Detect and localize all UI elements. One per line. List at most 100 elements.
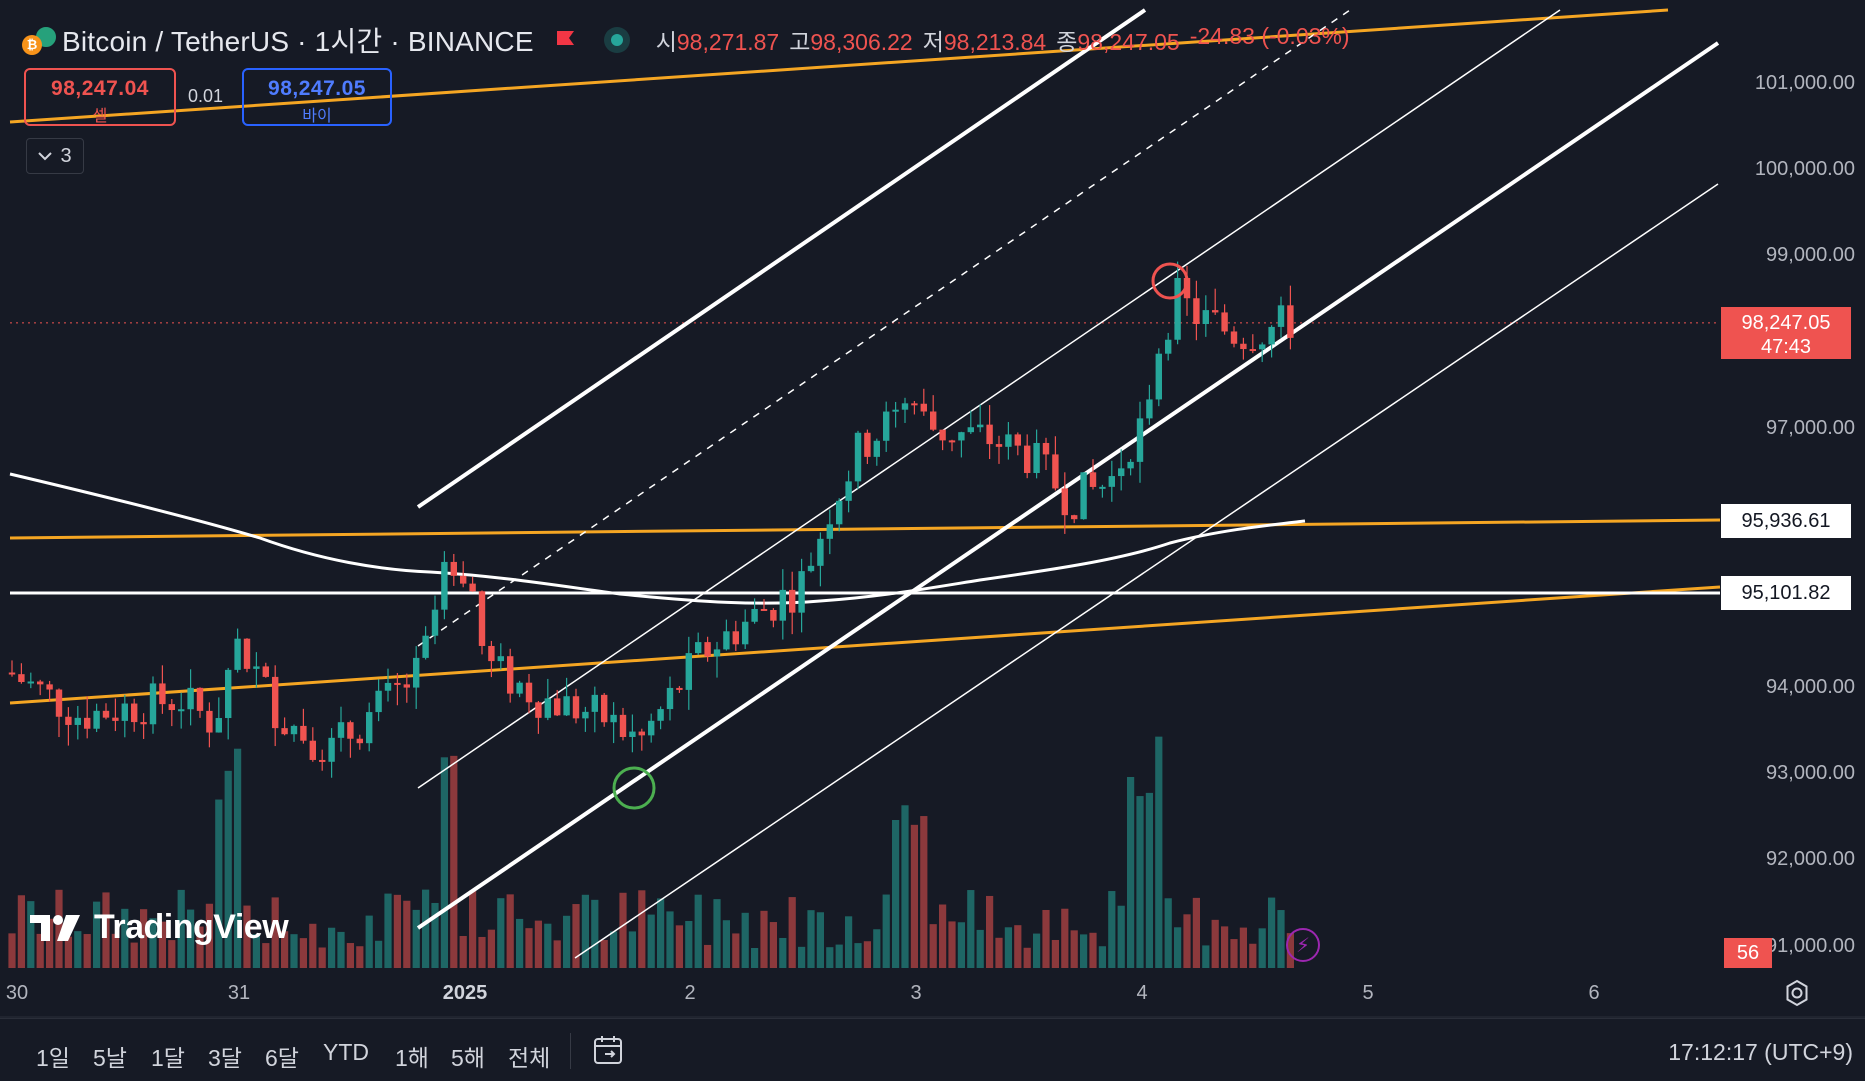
volume-bar (1164, 898, 1172, 968)
price-label: 94,000.00 (1766, 676, 1855, 698)
range-1m-button[interactable]: 1달 (151, 1045, 185, 1071)
volume-bar (130, 942, 138, 968)
open-value: 98,271.87 (676, 29, 780, 55)
candle-body (1221, 312, 1228, 332)
volume-bar (262, 943, 270, 968)
candle-body (1033, 442, 1040, 474)
candle-body (760, 608, 768, 611)
volume-bar (525, 928, 533, 968)
range-1y-button[interactable]: 1해 (395, 1045, 429, 1071)
volume-bar (638, 890, 646, 968)
candle-body (394, 682, 401, 685)
candle-body (413, 657, 420, 688)
candle-body (309, 740, 316, 760)
channel-upper-line (416, 8, 1147, 509)
candle-body (262, 666, 269, 677)
volume-bar (506, 894, 514, 968)
volume-bar (356, 946, 364, 968)
volume-bar (215, 799, 223, 968)
candle-body (102, 710, 110, 718)
settings-gear-icon[interactable] (1782, 978, 1812, 1008)
candle-body (507, 656, 514, 694)
volume-bar (1051, 939, 1059, 968)
candle-body (1042, 442, 1050, 455)
volume-bar (337, 931, 345, 968)
candle-body (572, 696, 580, 719)
range-6m-button[interactable]: 6달 (265, 1045, 299, 1071)
clock-timezone[interactable]: 17:12:17 (UTC+9) (1668, 1039, 1853, 1065)
candle-body (807, 565, 815, 572)
volume-bar (807, 910, 815, 968)
volume-bar (976, 929, 984, 968)
candle-body (1202, 310, 1209, 325)
volume-bar (685, 921, 693, 968)
range-1d-button[interactable]: 1일 (36, 1045, 70, 1071)
volume-bar (1089, 932, 1097, 968)
range-ytd-button[interactable]: YTD (323, 1039, 369, 1065)
goto-date-calendar-icon[interactable] (592, 1033, 626, 1067)
volume-bar (826, 947, 834, 968)
flag-icon[interactable] (554, 29, 576, 51)
candle-body (1268, 326, 1275, 345)
candle-body (422, 635, 429, 658)
ohlc-values: 시98,271.87 고98,306.22 저98,213.84 종98,247… (656, 23, 1350, 57)
volume-bar (666, 911, 674, 968)
volume-bar (657, 898, 665, 968)
candle-body (187, 687, 194, 710)
candle-body (1193, 298, 1200, 325)
candle-body (215, 718, 222, 733)
tradingview-logo[interactable]: TradingView (30, 908, 289, 947)
candle-body (704, 642, 711, 657)
candle-body (347, 722, 354, 739)
buy-button[interactable]: 98,247.05 바이 (242, 68, 392, 126)
volume-bar (196, 926, 204, 968)
candle-body (384, 682, 392, 691)
market-status-icon[interactable] (603, 27, 630, 53)
close-value: 98,247.05 (1077, 29, 1180, 55)
candle-body (723, 631, 730, 650)
candle-body (1108, 476, 1115, 487)
volume-bar (1033, 933, 1041, 968)
range-3m-button[interactable]: 3달 (208, 1045, 242, 1071)
candle-body (986, 424, 993, 445)
candle-body (535, 702, 542, 718)
open-key: 시 (655, 29, 677, 55)
indicators-toggle-button[interactable]: 3 (26, 138, 84, 174)
volume-bar (1183, 914, 1191, 968)
candlestick-series (8, 261, 1294, 778)
candle-body (685, 653, 692, 690)
volume-bar (93, 901, 101, 968)
volume-bar (1211, 919, 1219, 968)
drawing-lines[interactable] (9, 8, 1721, 959)
time-label: 5 (1362, 982, 1374, 1004)
price-label: 97,000.00 (1766, 417, 1855, 439)
lower-trend-line (9, 585, 1721, 705)
candle-body (836, 500, 843, 525)
volume-bar (591, 899, 599, 968)
volume-bar (177, 889, 185, 968)
low-marker-circle (612, 766, 656, 810)
volume-bar (1117, 905, 1125, 968)
candle-body (37, 681, 44, 685)
candle-body (1259, 344, 1266, 350)
candle-body (196, 687, 204, 711)
range-5d-button[interactable]: 5날 (93, 1045, 127, 1071)
volume-bar (948, 921, 956, 968)
range-all-button[interactable]: 전체 (508, 1045, 551, 1071)
range-5y-button[interactable]: 5해 (451, 1045, 485, 1071)
sell-label: 셀 (92, 108, 108, 125)
candle-body (525, 682, 533, 703)
lightning-icon[interactable]: ⚡ (1286, 928, 1320, 962)
volume-bar (929, 924, 937, 968)
candle-body (648, 720, 655, 736)
candle-body (1089, 472, 1097, 487)
channel-mid-line (417, 9, 1351, 647)
candle-body (798, 571, 805, 613)
volume-bar (647, 914, 655, 968)
volume-bar (1145, 792, 1153, 968)
symbol-title[interactable]: Bitcoin / TetherUS · 1시간 · BINANCE (62, 26, 534, 57)
candle-body (8, 672, 16, 675)
volume-bar (365, 915, 373, 968)
sell-button[interactable]: 98,247.04 셀 (24, 68, 176, 126)
